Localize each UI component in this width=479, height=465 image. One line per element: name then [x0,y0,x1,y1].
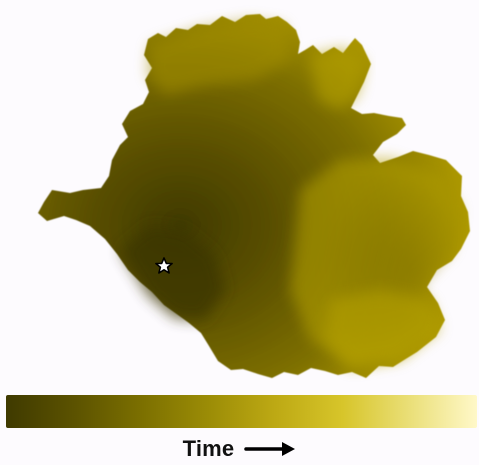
star-icon [155,257,173,274]
growth-region-lower-patch [325,290,440,368]
growth-region-core [120,225,225,320]
growth-region-upper-patch [148,20,290,95]
time-colorbar [6,395,477,428]
time-colorbar-gradient [6,395,477,428]
growth-region-finger-patch [310,48,365,110]
right-arrow-icon [244,442,296,456]
time-axis-label: Time [0,434,479,464]
time-label: Time [182,436,235,461]
